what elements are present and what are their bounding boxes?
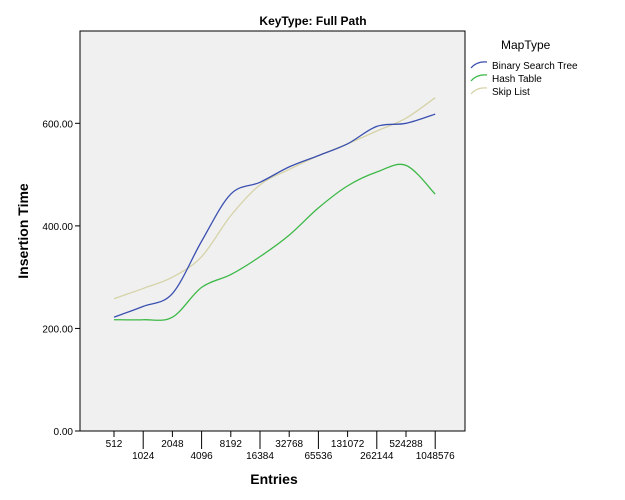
legend-label: Hash Table <box>492 74 542 85</box>
legend: MapType Binary Search Tree Hash Table Skip… <box>470 38 578 98</box>
series-line-skip-list <box>113 97 436 300</box>
legend-swatch <box>470 61 488 69</box>
legend-swatch <box>470 87 488 95</box>
plot-area <box>79 30 466 432</box>
y-tick-label: 200.00 <box>42 324 73 335</box>
y-axis-title: Insertion Time <box>15 183 31 279</box>
x-tick-label: 65536 <box>304 451 332 462</box>
x-tick-label: 131072 <box>331 439 365 450</box>
y-axis: 0.00 200.00 400.00 600.00 <box>42 119 80 438</box>
x-tick-label: 4096 <box>190 451 213 462</box>
legend-label: Skip List <box>492 87 530 98</box>
x-axis-title: Entries <box>250 471 298 487</box>
x-tick-label: 512 <box>106 439 123 450</box>
chart-title: KeyType: Full Path <box>259 14 366 28</box>
series-layer <box>113 97 436 321</box>
legend-swatch <box>470 74 488 82</box>
x-tick-label: 32768 <box>275 439 303 450</box>
x-tick-label: 262144 <box>360 451 394 462</box>
series-line-binary-search-tree <box>113 113 436 318</box>
series-line-hash-table <box>113 163 436 321</box>
y-tick-label: 600.00 <box>42 119 73 130</box>
x-tick-label: 16384 <box>246 451 274 462</box>
x-tick-label: 1024 <box>132 451 155 462</box>
legend-label: Binary Search Tree <box>492 61 578 72</box>
x-tick-label: 524288 <box>389 439 423 450</box>
x-tick-label: 8192 <box>220 439 243 450</box>
y-tick-label: 400.00 <box>42 222 73 233</box>
x-axis: 512 1024 2048 4096 8192163843276865536131072… <box>106 431 455 462</box>
legend-title: MapType <box>501 38 551 52</box>
y-tick-label: 0.00 <box>54 427 74 438</box>
x-tick-label: 1048576 <box>416 451 455 462</box>
x-tick-label: 2048 <box>161 439 184 450</box>
